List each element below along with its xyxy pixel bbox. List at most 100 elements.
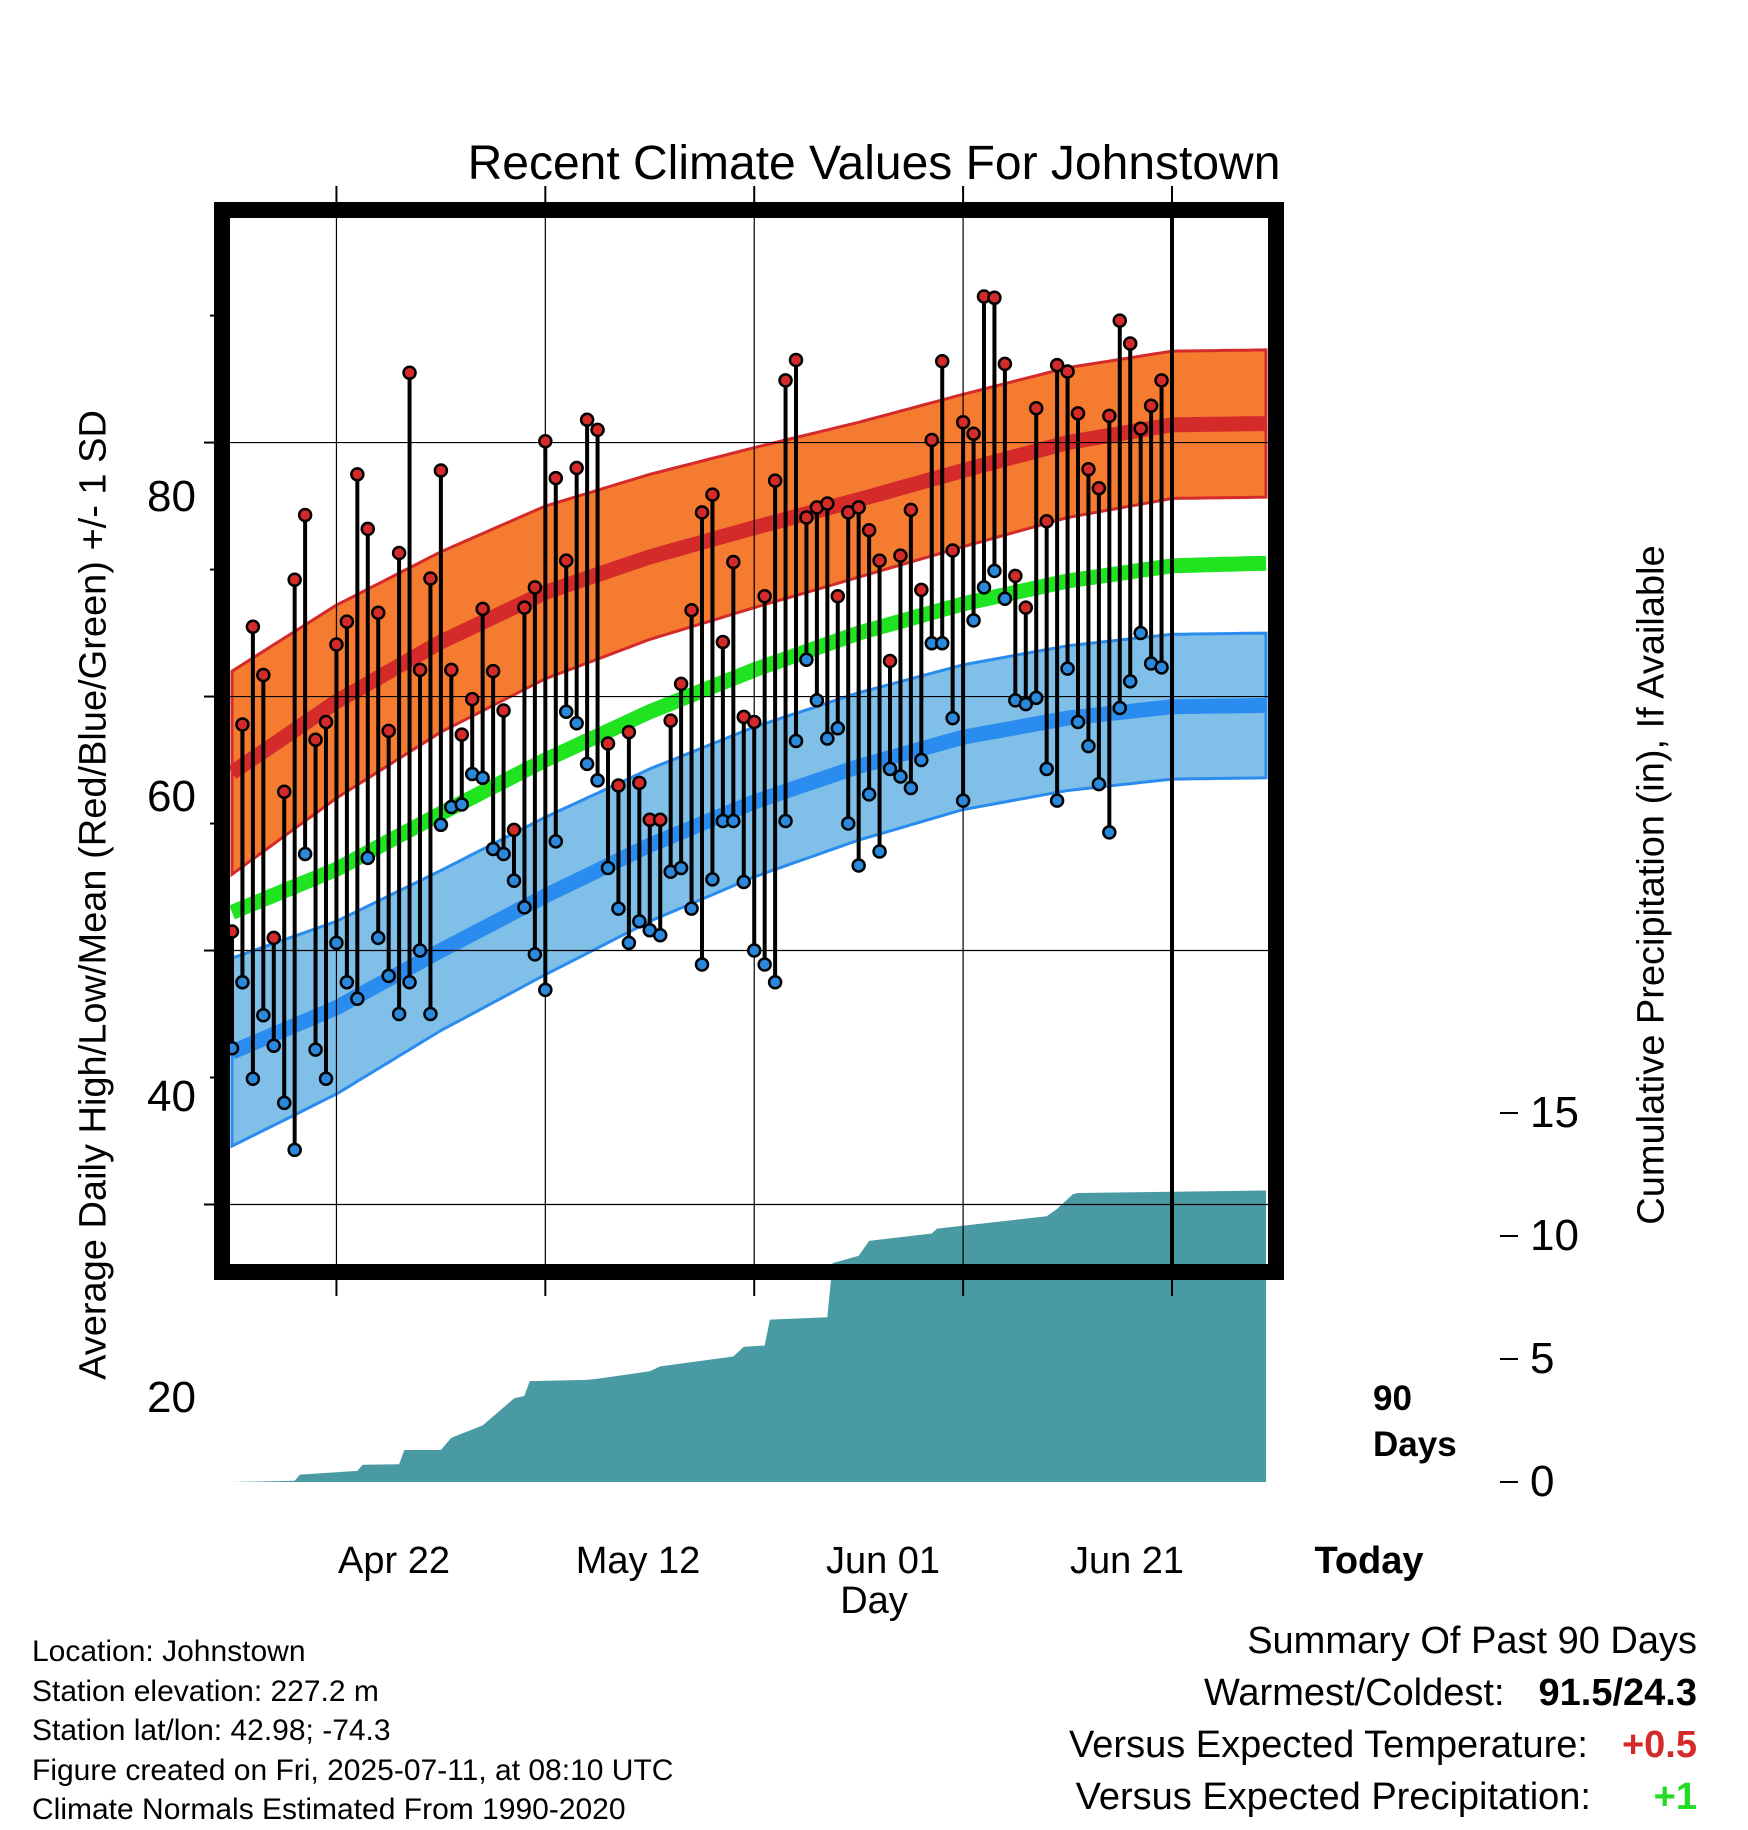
low-temp-point [329, 935, 344, 951]
x-axis-label: Day [840, 1580, 908, 1622]
y-tick-label: 60 [147, 772, 196, 821]
high-temp-point [851, 500, 866, 515]
low-temp-point [1070, 714, 1086, 730]
station-metadata: Location: Johnstown Station elevation: 2… [32, 1632, 673, 1830]
high-temp-point [673, 676, 689, 692]
low-temp-point [809, 693, 825, 708]
low-temp-point [840, 816, 856, 831]
high-temp-point [966, 426, 981, 441]
temp-anomaly-value: +0.5 [1621, 1724, 1697, 1766]
high-temp-point [329, 637, 344, 652]
precip-anomaly-value: +1 [1653, 1776, 1697, 1818]
low-temp-point [370, 930, 386, 946]
precip-anomaly-label: Versus Expected Precipitation: [1075, 1776, 1591, 1818]
low-temp-point [914, 752, 929, 768]
low-temp-point [1122, 674, 1138, 689]
low-temp-point [256, 1008, 271, 1023]
y-tick-label: 20 [147, 1373, 196, 1422]
high-temp-point [621, 724, 637, 740]
high-temp-point [464, 691, 480, 707]
high-temp-point [945, 543, 960, 558]
low-temp-point [423, 1006, 438, 1022]
low-temp-point [893, 769, 908, 784]
daily-stems [230, 296, 1164, 1150]
high-temp-point [527, 580, 543, 595]
x-tick-label: Jun 01 [825, 1540, 941, 1582]
x-tick-label: Jun 21 [1069, 1540, 1185, 1582]
low-normal-line [229, 697, 1267, 1060]
low-temp-point [767, 975, 783, 990]
y-axis-label: Average Daily High/Low/Mean (Red/Blue/Gr… [72, 410, 115, 1380]
high-temp-point [684, 602, 699, 618]
high-temp-point [893, 548, 908, 563]
high-temp-point [287, 572, 302, 587]
high-temp-point [705, 487, 720, 502]
low-temp-point [245, 1071, 261, 1087]
summary-row-warmest-coldest: Warmest/Coldest: 91.5/24.3 [1069, 1672, 1697, 1724]
low-temp-point [538, 982, 553, 998]
low-temp-point [997, 591, 1013, 607]
low-temp-point [955, 793, 971, 808]
high-temp-point [1039, 514, 1054, 529]
high-sd-band [230, 348, 1268, 878]
temp-anomaly-label: Versus Expected Temperature: [1069, 1724, 1588, 1766]
precip-area [232, 1190, 1266, 1482]
x-tick-label: Apr 22 [338, 1540, 450, 1582]
high-temp-point [830, 588, 846, 604]
high-temp-point [882, 653, 898, 669]
warmest-coldest-label: Warmest/Coldest: [1203, 1672, 1505, 1714]
low-temp-point [350, 991, 365, 1007]
low-temp-point [276, 1095, 292, 1111]
high-temp-point [997, 356, 1013, 372]
plot-frame [214, 202, 1284, 1280]
low-temp-point [391, 1006, 407, 1022]
high-temp-point [579, 412, 595, 427]
low-temp-point [402, 975, 417, 990]
high-temp-point [1112, 313, 1128, 328]
high-temp-point [924, 432, 940, 448]
low-temp-point [496, 846, 511, 862]
low-temp-point [360, 850, 376, 866]
low-temp-point [966, 613, 981, 628]
high-temp-point [600, 736, 616, 751]
low-temp-point [517, 900, 532, 915]
low-temp-point [882, 761, 898, 777]
low-temp-point [433, 817, 449, 833]
y2-tick-label: 0 [1530, 1457, 1555, 1506]
low-temp-point [308, 1042, 323, 1057]
high-temp-point [778, 373, 793, 388]
axis-ticks [204, 186, 1518, 1483]
low-temp-point [1133, 625, 1148, 641]
low-temp-point [1028, 690, 1044, 706]
low-temp-point [558, 704, 574, 720]
x-tick-label-today: Today [1314, 1540, 1424, 1582]
high-temp-point [444, 662, 459, 678]
mean-normal-line [229, 555, 1267, 920]
low-temp-point [872, 844, 887, 859]
high-temp-point [1143, 398, 1159, 414]
high-temp-point [632, 775, 647, 791]
low-temp-point [987, 563, 1002, 579]
low-temp-point [527, 947, 543, 962]
high-temp-point [423, 571, 438, 586]
high-temp-point [1081, 461, 1096, 477]
low-temp-point [318, 1071, 334, 1087]
low-temp-point [266, 1038, 282, 1054]
high-temp-point [538, 434, 553, 449]
high-temp-point [433, 463, 449, 478]
low-temp-point [621, 935, 637, 951]
low-temp-point [1049, 793, 1065, 808]
high-normal-line [227, 416, 1267, 779]
meta-normals: Climate Normals Estimated From 1990-2020 [32, 1793, 626, 1826]
low-temp-point [590, 773, 605, 788]
low-temp-point [1091, 776, 1107, 792]
low-temp-point [569, 715, 584, 731]
low-temp-point [976, 580, 992, 595]
high-temp-point [308, 732, 323, 747]
low-temp-point [934, 635, 950, 651]
high-temp-point [569, 460, 584, 476]
low-temp-point [788, 733, 804, 749]
high-temp-point [266, 930, 282, 946]
y2-axis-label: Cumulative Precipitation (in), If Availa… [1630, 545, 1673, 1225]
